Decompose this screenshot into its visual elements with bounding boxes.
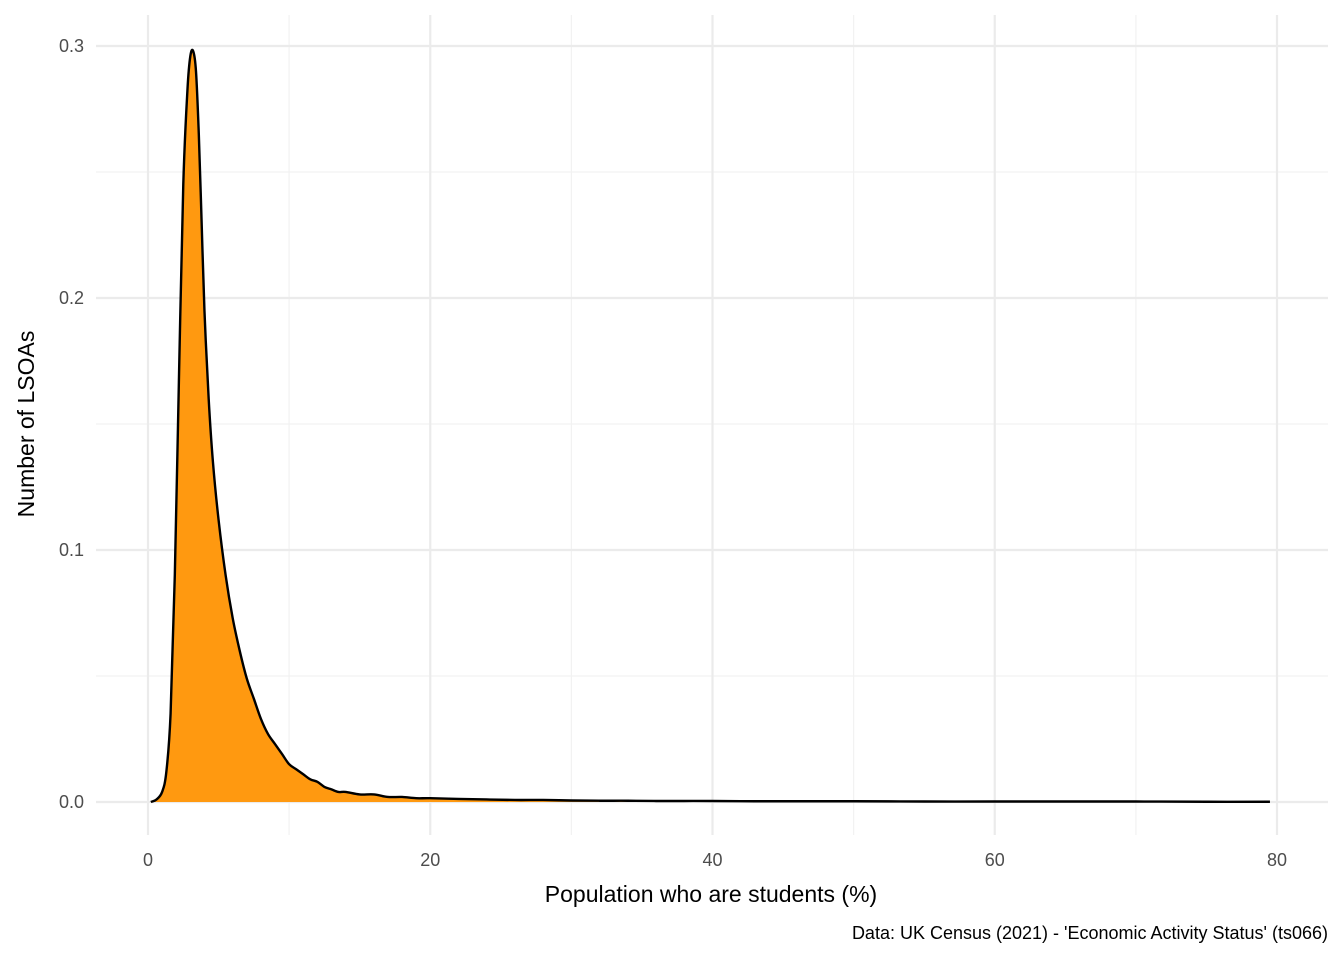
x-axis-title: Population who are students (%) (545, 881, 877, 907)
y-tick-label: 0.2 (59, 288, 84, 308)
x-tick-label: 80 (1267, 850, 1287, 870)
x-tick-label: 40 (702, 850, 722, 870)
x-tick-label: 60 (985, 850, 1005, 870)
x-tick-label: 0 (143, 850, 153, 870)
y-axis-title: Number of LSOAs (13, 331, 39, 518)
caption: Data: UK Census (2021) - 'Economic Activ… (852, 923, 1328, 943)
density-curve (150, 48, 1270, 804)
y-tick-label: 0.3 (59, 36, 84, 56)
x-tick-label: 20 (420, 850, 440, 870)
grid-lines (96, 15, 1328, 835)
y-tick-label: 0.0 (59, 792, 84, 812)
y-tick-label: 0.1 (59, 540, 84, 560)
x-axis-ticks: 0 20 40 60 80 (143, 850, 1287, 870)
density-area (150, 49, 1270, 802)
y-axis-ticks: 0.0 0.1 0.2 0.3 (59, 36, 84, 812)
